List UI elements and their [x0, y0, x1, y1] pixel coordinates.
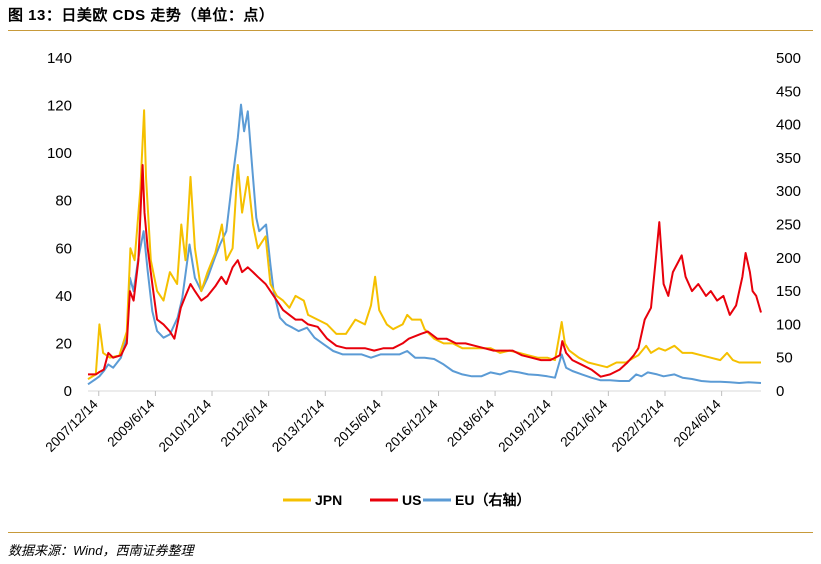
left-y-tick-label: 40 [55, 288, 72, 305]
right-y-tick-label: 300 [776, 183, 801, 200]
left-y-tick-label: 60 [55, 240, 72, 257]
left-y-tick-label: 0 [64, 383, 72, 400]
right-y-axis-ticks: 0 50 100 150 200 250 300 350 400 450 500 [776, 50, 801, 400]
x-tick-label: 2013/12/14 [269, 396, 328, 455]
x-tick-label: 2022/12/14 [609, 396, 668, 455]
x-tick-label: 2021/6/14 [557, 396, 610, 449]
left-y-tick-label: 100 [47, 145, 72, 162]
figure-title-bar: 图 13：日美欧 CDS 走势（单位：点） [8, 4, 813, 30]
right-y-tick-label: 350 [776, 150, 801, 167]
series-line-us [88, 164, 762, 378]
source-note: 数据来源：Wind，西南证券整理 [8, 543, 194, 558]
legend-label: JPN [315, 492, 342, 508]
left-y-tick-label: 120 [47, 98, 72, 115]
x-tick-label: 2019/12/14 [495, 396, 554, 455]
left-y-axis-ticks: 0 20 40 60 80 100 120 140 [47, 50, 72, 400]
x-tick-label: 2010/12/14 [156, 396, 215, 455]
right-y-tick-label: 0 [776, 383, 784, 400]
legend: JPN US EU（右轴） [283, 492, 530, 508]
left-y-tick-label: 20 [55, 335, 72, 352]
figure-title: 图 13：日美欧 CDS 走势（单位：点） [8, 7, 275, 24]
x-tick-label: 2016/12/14 [382, 396, 441, 455]
x-tick-label: 2012/6/14 [218, 396, 271, 449]
bottom-rule [8, 532, 813, 533]
x-tick-label: 2024/6/14 [671, 396, 724, 449]
right-y-tick-label: 200 [776, 250, 801, 267]
series-line-eu [87, 103, 762, 386]
left-y-tick-label: 140 [47, 50, 72, 67]
x-tick-label: 2009/6/14 [104, 396, 157, 449]
legend-label: EU（右轴） [455, 492, 530, 508]
series-layer [87, 103, 762, 386]
right-y-tick-label: 450 [776, 83, 801, 100]
right-y-tick-label: 250 [776, 217, 801, 234]
x-tick-label: 2015/6/14 [331, 396, 384, 449]
legend-label: US [402, 492, 421, 508]
right-y-tick-label: 400 [776, 117, 801, 134]
right-y-tick-label: 100 [776, 316, 801, 333]
top-rule [8, 30, 813, 31]
left-y-tick-label: 80 [55, 193, 72, 210]
x-tick-label: 2018/6/14 [444, 396, 497, 449]
right-y-tick-label: 500 [776, 50, 801, 67]
x-tick-label: 2007/12/14 [42, 396, 101, 455]
right-y-tick-label: 150 [776, 283, 801, 300]
series-line-jpn [87, 109, 761, 380]
right-y-tick-label: 50 [776, 350, 793, 367]
